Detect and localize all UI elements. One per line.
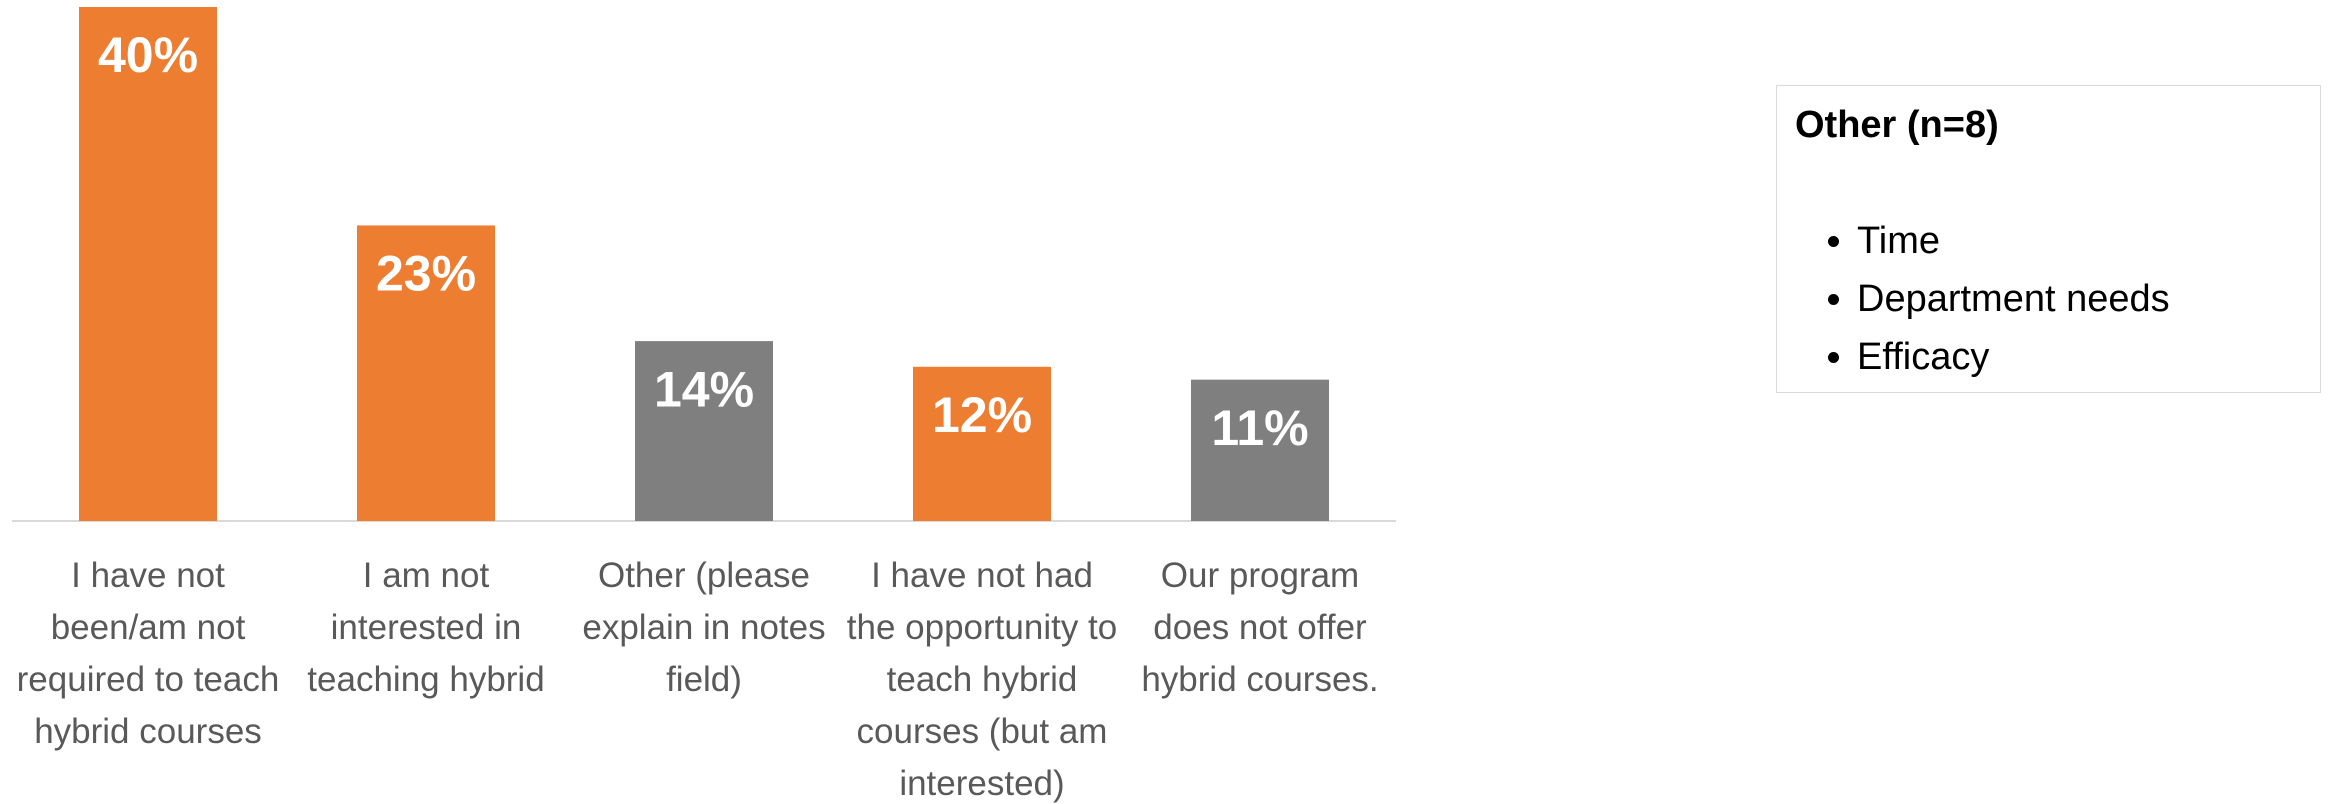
bar: [79, 7, 217, 521]
list-item: Efficacy: [1857, 328, 2170, 386]
value-label: 14%: [654, 361, 754, 417]
value-label: 12%: [932, 387, 1032, 443]
text-box: Other (n=8) TimeDepartment needsEfficacy: [1776, 85, 2321, 393]
bar: [1191, 379, 1329, 521]
list-item: Department needs: [1857, 270, 2170, 328]
bar: [913, 366, 1051, 521]
x-tick-label: Our program does not offer hybrid course…: [1141, 556, 1379, 699]
value-label: 11%: [1211, 400, 1308, 456]
x-tick-label: I have not had the opportunity to teach …: [846, 556, 1118, 803]
x-tick-label: I have not been/am not required to teach…: [16, 556, 280, 751]
x-tick-label: I am not interested in teaching hybrid: [307, 556, 545, 699]
x-tick-label: Other (please explain in notes field): [582, 556, 826, 699]
bar: [635, 341, 773, 521]
list-item: Time: [1857, 212, 2170, 270]
bar: [357, 225, 495, 521]
value-label: 40%: [98, 27, 198, 83]
value-label: 23%: [376, 246, 476, 302]
text-box-title: Other (n=8): [1795, 104, 1999, 146]
chart: 40% 23% 14% 12% 11%: [12, 7, 1396, 522]
text-box-list: TimeDepartment needsEfficacy: [1777, 212, 2170, 386]
